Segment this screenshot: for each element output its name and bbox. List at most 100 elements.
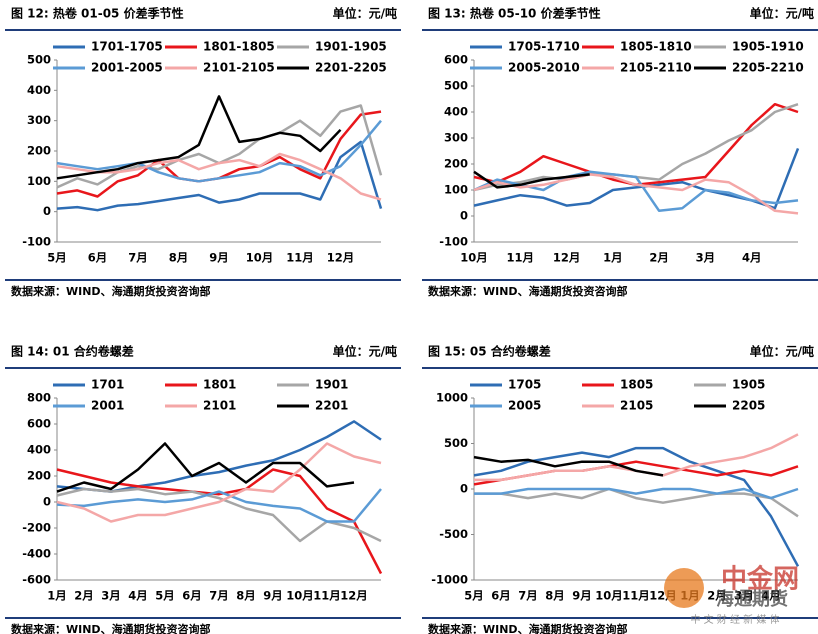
y-tick-label: 0 xyxy=(460,482,468,496)
x-tick-label: 3月 xyxy=(101,589,121,603)
series-line xyxy=(56,140,383,212)
x-tick-label: 2月 xyxy=(649,251,669,265)
x-tick-label: 1月 xyxy=(47,589,67,603)
y-tick-label: -500 xyxy=(439,527,468,541)
x-tick-label: 4月 xyxy=(128,589,148,603)
x-tick-label: 3月 xyxy=(734,589,754,603)
y-tick-label: 100 xyxy=(444,183,468,197)
x-tick-label: 3月 xyxy=(696,251,716,265)
watermark-logo-text: 中金网 xyxy=(721,564,799,595)
y-tick-label: -200 xyxy=(22,521,51,535)
unit-label: 单位：元/吨 xyxy=(750,344,814,359)
x-tick-label: 11月 xyxy=(313,589,341,603)
y-tick-label: 600 xyxy=(444,53,468,67)
x-tick-label: 5月 xyxy=(464,589,484,603)
x-tick-label: 5月 xyxy=(47,251,67,265)
chart-panel: 图 12: 热卷 01-05 价差季节性 单位：元/吨数据来源：WIND、海通期货… xyxy=(5,6,401,298)
legend-label: 2005 xyxy=(508,399,541,413)
unit-label: 单位：元/吨 xyxy=(750,6,814,21)
source-note: 数据来源：WIND、海通期货投资咨询部 xyxy=(428,284,628,298)
x-tick-label: 7月 xyxy=(209,589,229,603)
y-tick-label: 500 xyxy=(27,53,51,67)
y-tick-label: 200 xyxy=(27,144,51,158)
series-line xyxy=(56,487,382,543)
legend-label: 2205 xyxy=(732,399,765,413)
legend-label: 2205-2210 xyxy=(732,61,804,75)
source-note: 数据来源：WIND、海通期货投资咨询部 xyxy=(11,284,211,298)
legend-label: 1805 xyxy=(620,378,653,392)
series-line xyxy=(56,468,383,575)
x-tick-label: 10月 xyxy=(246,251,274,265)
x-tick-label: 9月 xyxy=(572,589,592,603)
chart-title: 图 14: 01 合约卷螺差 xyxy=(11,344,134,359)
x-tick-label: 11月 xyxy=(622,589,650,603)
series-line xyxy=(474,487,799,518)
series-line xyxy=(56,442,355,493)
legend-label: 2001 xyxy=(91,399,124,413)
legend-label: 2105 xyxy=(620,399,653,413)
series-line xyxy=(56,152,382,201)
legend-label: 2201 xyxy=(315,399,348,413)
series-line xyxy=(473,455,664,477)
y-tick-label: 1000 xyxy=(436,391,468,405)
x-tick-label: 12月 xyxy=(327,251,355,265)
x-tick-label: 8月 xyxy=(169,251,189,265)
x-tick-label: 1月 xyxy=(603,251,623,265)
y-tick-label: 200 xyxy=(27,469,51,483)
y-tick-label: 0 xyxy=(43,495,51,509)
series-line xyxy=(473,173,799,215)
y-tick-label: 800 xyxy=(27,391,51,405)
chart-title: 图 15: 05 合约卷螺差 xyxy=(428,344,551,359)
legend-label: 1901 xyxy=(315,378,348,392)
x-tick-label: 6月 xyxy=(182,589,202,603)
y-tick-label: -100 xyxy=(22,235,51,249)
x-tick-label: 6月 xyxy=(88,251,108,265)
watermark-tagline: 中 文 财 经 新 媒 体 xyxy=(690,613,779,626)
x-tick-label: 8月 xyxy=(545,589,565,603)
legend-label: 2101 xyxy=(203,399,236,413)
x-tick-label: 7月 xyxy=(518,589,538,603)
x-tick-label: 4月 xyxy=(742,251,762,265)
legend-label: 1905-1910 xyxy=(732,40,804,54)
y-tick-label: 400 xyxy=(444,105,468,119)
legend-label: 2201-2205 xyxy=(315,61,387,75)
x-tick-label: 10月 xyxy=(595,589,623,603)
series-line xyxy=(474,433,799,482)
y-tick-label: -100 xyxy=(439,235,468,249)
y-tick-label: 200 xyxy=(444,157,468,171)
x-tick-label: 7月 xyxy=(128,251,148,265)
legend-label: 2105-2110 xyxy=(620,61,692,75)
x-tick-label: 11月 xyxy=(286,251,314,265)
chart-panel: 图 13: 热卷 05-10 价差季节性 单位：元/吨数据来源：WIND、海通期货… xyxy=(422,6,818,298)
y-tick-label: 500 xyxy=(444,79,468,93)
series-line xyxy=(473,170,799,213)
unit-label: 单位：元/吨 xyxy=(333,344,397,359)
source-note: 数据来源：WIND、海通期货投资咨询部 xyxy=(428,622,628,634)
x-tick-label: 10月 xyxy=(286,589,314,603)
series-line xyxy=(56,488,382,523)
series-line xyxy=(473,460,799,486)
source-note: 数据来源：WIND、海通期货投资咨询部 xyxy=(11,622,211,634)
y-tick-label: 500 xyxy=(444,436,468,450)
x-tick-label: 9月 xyxy=(209,251,229,265)
legend-label: 1701 xyxy=(91,378,124,392)
y-tick-label: -400 xyxy=(22,547,51,561)
y-tick-label: 400 xyxy=(27,83,51,97)
legend-label: 1901-1905 xyxy=(315,40,387,54)
x-tick-label: 2月 xyxy=(74,589,94,603)
legend-label: 1805-1810 xyxy=(620,40,692,54)
series-line xyxy=(473,170,590,189)
x-tick-label: 12月 xyxy=(553,251,581,265)
x-tick-label: 6月 xyxy=(491,589,511,603)
series-line xyxy=(56,110,382,198)
x-tick-label: 10月 xyxy=(460,251,488,265)
legend-label: 1905 xyxy=(732,378,765,392)
legend-label: 2005-2010 xyxy=(508,61,580,75)
series-line xyxy=(56,442,382,523)
x-tick-label: 8月 xyxy=(236,589,256,603)
